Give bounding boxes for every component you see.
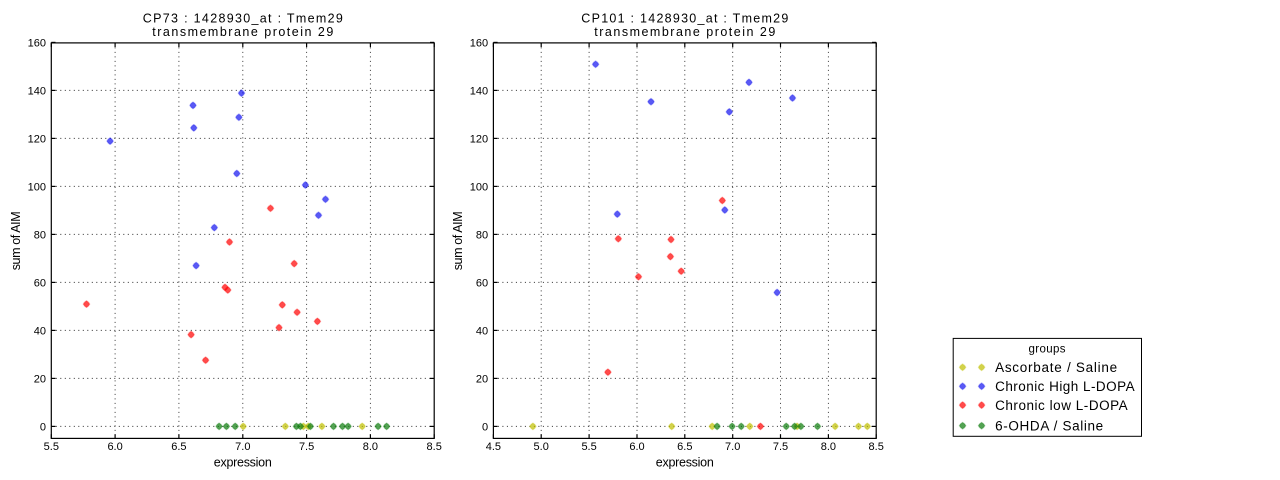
svg-text:5.5: 5.5 (581, 441, 596, 453)
svg-text:groups: groups (1029, 343, 1066, 355)
svg-text:100: 100 (470, 181, 488, 193)
svg-text:40: 40 (476, 325, 488, 337)
svg-text:4.5: 4.5 (486, 441, 501, 453)
svg-text:60: 60 (34, 277, 46, 289)
svg-text:20: 20 (34, 373, 46, 385)
svg-text:6.5: 6.5 (171, 441, 186, 453)
svg-text:Chronic low L-DOPA: Chronic low L-DOPA (995, 398, 1128, 413)
svg-text:120: 120 (28, 133, 46, 145)
svg-text:transmembrane protein 29: transmembrane protein 29 (152, 25, 333, 39)
svg-text:5.0: 5.0 (534, 441, 549, 453)
svg-text:7.0: 7.0 (235, 441, 250, 453)
svg-text:6.0: 6.0 (107, 441, 122, 453)
svg-text:8.0: 8.0 (821, 441, 836, 453)
svg-text:5.5: 5.5 (44, 441, 59, 453)
svg-text:7.0: 7.0 (725, 441, 740, 453)
svg-text:80: 80 (476, 229, 488, 241)
svg-text:6-OHDA / Saline: 6-OHDA / Saline (995, 419, 1103, 434)
svg-text:sum of AIM: sum of AIM (9, 211, 23, 270)
svg-text:140: 140 (28, 85, 46, 97)
svg-text:expression: expression (214, 455, 272, 469)
svg-text:CP73 : 1428930_at : Tmem29: CP73 : 1428930_at : Tmem29 (143, 12, 343, 26)
svg-text:CP101 : 1428930_at : Tmem29: CP101 : 1428930_at : Tmem29 (581, 12, 788, 26)
svg-text:20: 20 (476, 373, 488, 385)
svg-text:160: 160 (28, 37, 46, 49)
svg-text:80: 80 (34, 229, 46, 241)
svg-text:160: 160 (470, 37, 488, 49)
svg-text:sum of AIM: sum of AIM (451, 211, 465, 270)
svg-text:120: 120 (470, 133, 488, 145)
svg-text:140: 140 (470, 85, 488, 97)
svg-text:0: 0 (40, 421, 46, 433)
svg-text:Ascorbate / Saline: Ascorbate / Saline (995, 360, 1117, 375)
svg-text:8.0: 8.0 (363, 441, 378, 453)
svg-text:7.5: 7.5 (299, 441, 314, 453)
svg-text:Chronic High L-DOPA: Chronic High L-DOPA (995, 379, 1135, 394)
svg-text:8.5: 8.5 (869, 441, 884, 453)
svg-text:100: 100 (28, 181, 46, 193)
svg-text:40: 40 (34, 325, 46, 337)
svg-text:7.5: 7.5 (773, 441, 788, 453)
svg-text:6.5: 6.5 (677, 441, 692, 453)
svg-text:8.5: 8.5 (427, 441, 442, 453)
svg-text:60: 60 (476, 277, 488, 289)
svg-text:transmembrane protein 29: transmembrane protein 29 (594, 25, 775, 39)
svg-text:6.0: 6.0 (629, 441, 644, 453)
svg-text:expression: expression (656, 455, 714, 469)
svg-text:0: 0 (482, 421, 488, 433)
